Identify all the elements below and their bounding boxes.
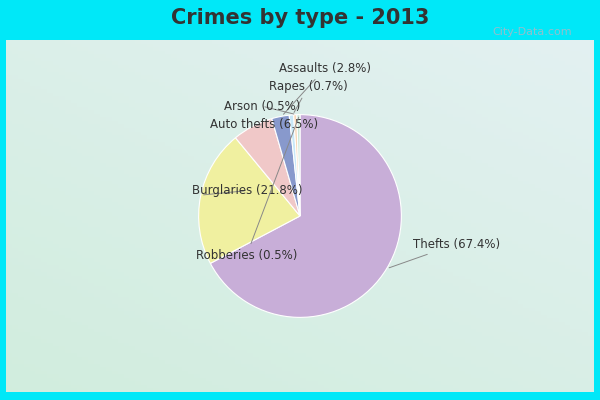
Text: Robberies (0.5%): Robberies (0.5%) bbox=[196, 117, 299, 262]
Text: Crimes by type - 2013: Crimes by type - 2013 bbox=[171, 8, 429, 28]
Text: Burglaries (21.8%): Burglaries (21.8%) bbox=[191, 184, 302, 197]
Wedge shape bbox=[235, 119, 300, 216]
Text: Thefts (67.4%): Thefts (67.4%) bbox=[389, 238, 500, 268]
Text: Arson (0.5%): Arson (0.5%) bbox=[224, 100, 301, 114]
Text: Assaults (2.8%): Assaults (2.8%) bbox=[280, 62, 371, 114]
Wedge shape bbox=[297, 115, 300, 216]
Wedge shape bbox=[289, 115, 300, 216]
Text: City-Data.com: City-Data.com bbox=[492, 27, 572, 37]
Text: Rapes (0.7%): Rapes (0.7%) bbox=[269, 80, 348, 112]
Wedge shape bbox=[199, 138, 300, 263]
Wedge shape bbox=[272, 115, 300, 216]
Wedge shape bbox=[293, 115, 300, 216]
Wedge shape bbox=[211, 115, 401, 317]
Text: Auto thefts (6.5%): Auto thefts (6.5%) bbox=[210, 118, 318, 131]
